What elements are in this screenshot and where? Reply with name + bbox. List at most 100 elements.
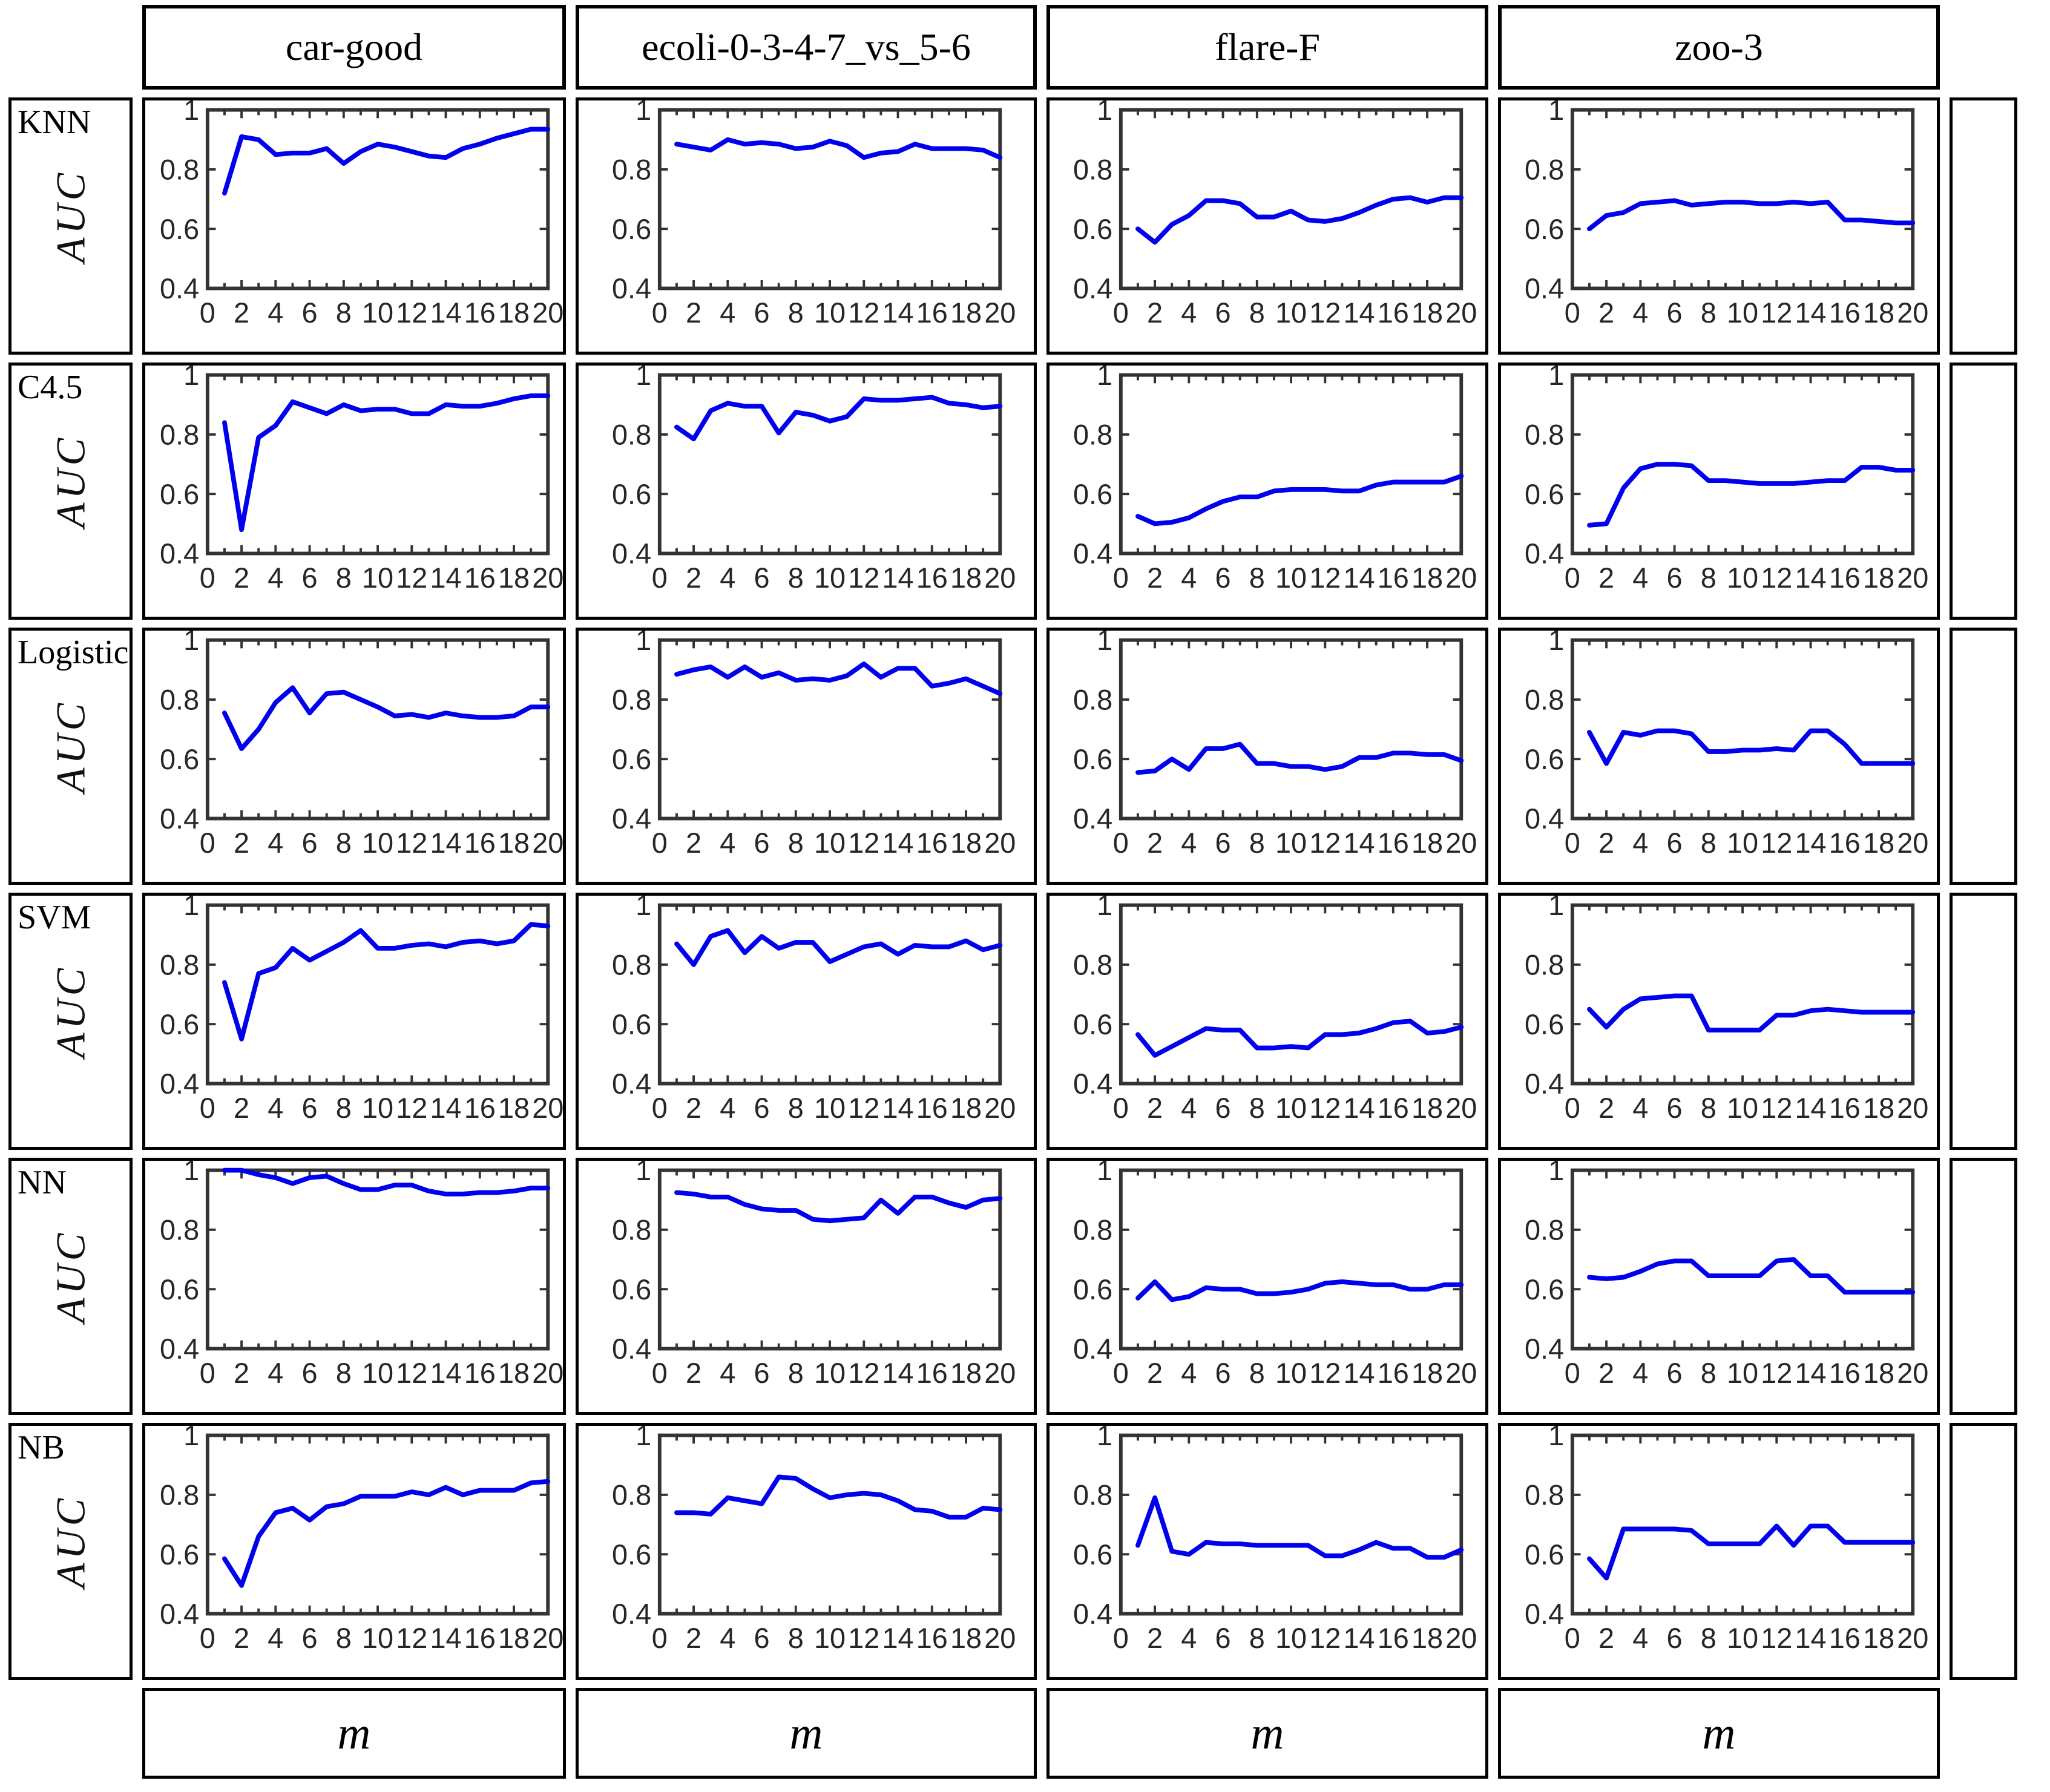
x-tick-label: 2	[234, 1092, 249, 1124]
x-tick-label: 6	[302, 827, 318, 859]
x-tick-label: 12	[1761, 1092, 1792, 1124]
plot-box	[1119, 1168, 1464, 1351]
x-tick-label: 20	[1445, 1623, 1477, 1654]
auc-line-chart: 0 2 4 6 8 10 12 14 16 18 20 0.4 0.6 0.8 1	[612, 896, 1016, 1124]
y-tick-label: 1	[1548, 100, 1564, 126]
y-tick-label: 0.4	[160, 1598, 199, 1630]
x-tick-label: 16	[916, 1357, 948, 1389]
chart-c45-col1: 0 2 4 6 8 10 12 14 16 18 20 0.4 0.6 0.8 1	[576, 363, 1037, 620]
chart-svm-col0: 0 2 4 6 8 10 12 14 16 18 20 0.4 0.6 0.8 1	[142, 893, 566, 1150]
x-tick-label: 12	[396, 827, 427, 859]
x-tick-label: 0	[200, 1092, 215, 1124]
x-tick-label: 12	[1309, 1357, 1341, 1389]
y-tick-label: 0.8	[612, 419, 651, 451]
x-tick-label: 8	[788, 1623, 804, 1654]
x-tick-label: 4	[1181, 1092, 1197, 1124]
right-spacer-cell	[1950, 363, 2017, 620]
x-tick-label: 4	[1632, 1092, 1648, 1124]
y-axis-label: AUC	[47, 434, 93, 528]
x-tick-label: 0	[1565, 562, 1580, 594]
y-tick-label: 0.6	[612, 1539, 651, 1570]
y-tick-label: 0.6	[1073, 744, 1112, 775]
y-tick-label: 1	[1097, 631, 1112, 656]
y-tick-label: 0.4	[1525, 1333, 1564, 1365]
chart-svm-col2: 0 2 4 6 8 10 12 14 16 18 20 0.4 0.6 0.8 1	[1046, 893, 1488, 1150]
plot-box	[205, 903, 550, 1086]
row-label-cell-4: NN AUC	[8, 1158, 133, 1415]
x-tick-label: 18	[1411, 1092, 1443, 1124]
right-spacer-cell	[1950, 628, 2017, 885]
x-axis-label: m	[337, 1707, 371, 1759]
x-tick-label: 6	[754, 297, 770, 329]
x-tick-label: 0	[652, 827, 668, 859]
x-axis-label: m	[1250, 1707, 1284, 1759]
y-tick-label: 0.4	[160, 538, 199, 569]
x-tick-label: 10	[1275, 1623, 1307, 1654]
x-tick-label: 16	[464, 297, 496, 329]
x-tick-label: 20	[532, 827, 563, 859]
row-label-cell-1: C4.5 AUC	[8, 363, 133, 620]
x-tick-label: 14	[1795, 1623, 1826, 1654]
auc-series-line	[222, 922, 551, 1042]
y-tick-label: 0.8	[1073, 684, 1112, 716]
auc-line-chart: 0 2 4 6 8 10 12 14 16 18 20 0.4 0.6 0.8 1	[1073, 366, 1477, 594]
x-tick-label: 4	[720, 1092, 735, 1124]
x-tick-label: 0	[1565, 1357, 1580, 1389]
x-tick-label: 6	[1667, 1623, 1683, 1654]
x-tick-label: 6	[754, 1357, 770, 1389]
x-tick-label: 2	[1598, 1357, 1614, 1389]
dataset-title-label: car-good	[285, 25, 423, 68]
chart-nb-col3: 0 2 4 6 8 10 12 14 16 18 20 0.4 0.6 0.8 1	[1498, 1423, 1940, 1680]
x-tick-label: 20	[984, 562, 1016, 594]
x-tick-label: 20	[1445, 1357, 1477, 1389]
x-tick-label: 8	[788, 1357, 804, 1389]
chart-c45-col2: 0 2 4 6 8 10 12 14 16 18 20 0.4 0.6 0.8 1	[1046, 363, 1488, 620]
y-tick-label: 1	[636, 366, 651, 391]
y-tick-label: 1	[1548, 896, 1564, 921]
x-tick-label: 6	[1667, 827, 1683, 859]
right-spacer-cell	[1950, 97, 2017, 355]
y-tick-label: 0.8	[1073, 154, 1112, 186]
x-tick-label: 4	[1632, 827, 1648, 859]
y-tick-label: 0.4	[612, 1598, 651, 1630]
x-tick-label: 18	[1863, 1623, 1894, 1654]
classifier-label: Logistic	[18, 634, 129, 671]
x-tick-label: 4	[1632, 562, 1648, 594]
x-tick-label: 4	[720, 1357, 735, 1389]
y-tick-label: 0.4	[160, 803, 199, 835]
y-tick-label: 0.6	[1073, 1274, 1112, 1305]
x-tick-label: 14	[882, 297, 913, 329]
x-tick-label: 16	[1378, 1623, 1409, 1654]
plot-box	[1570, 1433, 1915, 1616]
x-tick-label: 6	[754, 1092, 770, 1124]
x-tick-label: 10	[362, 1357, 393, 1389]
y-tick-label: 0.8	[160, 1215, 199, 1246]
x-tick-label: 2	[234, 297, 249, 329]
y-tick-label: 1	[183, 896, 199, 921]
y-tick-label: 0.4	[612, 1068, 651, 1100]
x-tick-label: 4	[1181, 562, 1197, 594]
x-tick-label: 16	[1829, 1092, 1861, 1124]
y-tick-label: 0.6	[612, 1009, 651, 1040]
x-tick-label: 0	[200, 827, 215, 859]
right-spacer-cell	[1950, 1423, 2017, 1680]
y-tick-label: 1	[1097, 100, 1112, 126]
x-tick-label: 12	[396, 1623, 427, 1654]
y-axis-label: AUC	[47, 1494, 93, 1588]
x-tick-label: 12	[1761, 562, 1792, 594]
x-tick-label: 4	[1181, 297, 1197, 329]
x-tick-label: 20	[532, 1357, 563, 1389]
classifier-label: NN	[18, 1164, 67, 1201]
auc-line-chart: 0 2 4 6 8 10 12 14 16 18 20 0.4 0.6 0.8 1	[612, 366, 1016, 594]
x-tick-label: 16	[464, 562, 496, 594]
x-tick-label: 18	[1411, 1623, 1443, 1654]
x-tick-label: 10	[1727, 827, 1758, 859]
x-tick-label: 16	[464, 827, 496, 859]
y-tick-label: 0.4	[612, 1333, 651, 1365]
chart-nb-col0: 0 2 4 6 8 10 12 14 16 18 20 0.4 0.6 0.8 1	[142, 1423, 566, 1680]
auc-line-chart: 0 2 4 6 8 10 12 14 16 18 20 0.4 0.6 0.8 1	[1525, 1161, 1928, 1389]
auc-series-line	[1135, 195, 1464, 245]
x-tick-label: 10	[362, 562, 393, 594]
x-tick-label: 6	[1215, 1092, 1231, 1124]
x-tick-label: 6	[1667, 1092, 1683, 1124]
